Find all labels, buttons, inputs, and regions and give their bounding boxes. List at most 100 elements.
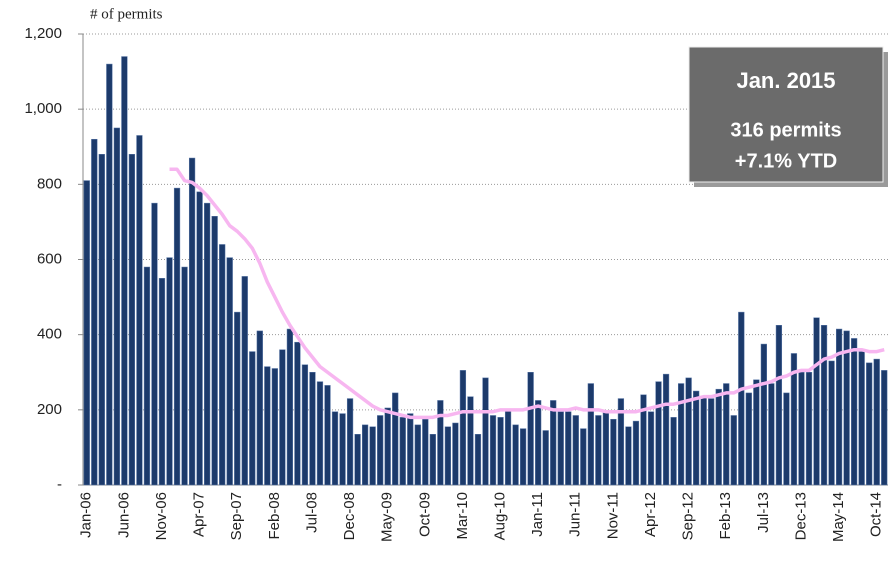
- bar: [279, 349, 286, 486]
- y-tick-label: -: [57, 476, 62, 493]
- bar: [219, 244, 226, 486]
- bar: [775, 325, 783, 486]
- bar: [459, 370, 467, 486]
- bar: [249, 351, 256, 486]
- annotation-line: +7.1% YTD: [735, 150, 837, 172]
- bar: [640, 394, 647, 486]
- x-tick-label: Oct-14: [868, 492, 885, 537]
- bar: [805, 372, 813, 486]
- bar: [557, 411, 564, 486]
- y-tick-label: 800: [37, 175, 62, 192]
- annotation-box: Jan. 2015 316 permits +7.1% YTD: [688, 46, 888, 187]
- bar: [106, 63, 113, 486]
- bar: [647, 411, 655, 486]
- x-tick-label: Nov-06: [153, 492, 170, 540]
- bar: [211, 216, 218, 486]
- bar: [324, 385, 331, 486]
- bar: [437, 400, 444, 486]
- bar: [346, 398, 354, 486]
- bar: [783, 392, 790, 486]
- bar: [738, 311, 745, 486]
- bar: [730, 415, 737, 486]
- x-tick-label: Sep-07: [228, 492, 245, 540]
- bar: [331, 411, 339, 486]
- bar: [384, 407, 391, 486]
- bar: [542, 430, 549, 486]
- y-tick-label: 400: [37, 326, 62, 343]
- y-tick-label: 1,200: [24, 25, 62, 42]
- bar: [489, 415, 497, 486]
- x-tick-label: Jun-06: [115, 492, 132, 538]
- annotation-line: 316 permits: [730, 119, 841, 141]
- bar: [497, 417, 504, 486]
- bar: [610, 418, 617, 486]
- x-tick-label: Sep-12: [680, 492, 697, 540]
- bar: [467, 396, 474, 486]
- bar: [504, 409, 512, 486]
- bar: [234, 311, 241, 486]
- bar: [617, 398, 625, 486]
- bar: [835, 328, 843, 486]
- bar: [271, 368, 278, 486]
- bar: [166, 257, 173, 486]
- bar: [452, 422, 459, 486]
- bar: [301, 364, 309, 486]
- x-tick-label: Apr-12: [642, 492, 659, 537]
- bar: [474, 434, 482, 486]
- bar: [151, 202, 158, 486]
- bar: [813, 317, 820, 486]
- bar: [866, 362, 873, 486]
- bar: [572, 415, 579, 486]
- bar: [745, 392, 752, 486]
- x-tick-label: Jul-13: [755, 492, 772, 533]
- bar: [369, 426, 376, 486]
- bar: [700, 396, 707, 486]
- bar: [339, 413, 346, 486]
- bar: [768, 383, 775, 486]
- bar: [113, 127, 120, 486]
- y-axis-label: # of permits: [90, 6, 163, 22]
- bar: [858, 351, 865, 486]
- bar: [354, 434, 361, 486]
- x-tick-label: Feb-13: [717, 492, 734, 540]
- bar: [482, 377, 489, 486]
- bar: [760, 343, 767, 486]
- bar: [241, 276, 248, 486]
- bar: [407, 413, 414, 486]
- bar: [828, 360, 835, 486]
- bar: [98, 154, 105, 486]
- bar: [655, 381, 662, 486]
- x-tick-label: Jan-11: [529, 492, 546, 537]
- bar: [632, 420, 640, 486]
- bar: [715, 388, 722, 486]
- bar: [188, 157, 196, 486]
- x-tick-label: Aug-10: [492, 492, 509, 540]
- bar: [121, 56, 128, 486]
- bar: [204, 202, 211, 486]
- bar: [550, 400, 557, 486]
- moving-average-line: [169, 167, 885, 420]
- bar: [414, 424, 421, 486]
- bar: [662, 373, 670, 486]
- bar: [595, 415, 602, 486]
- y-tick-label: 200: [37, 401, 62, 418]
- bar: [873, 358, 880, 486]
- bar: [181, 266, 188, 486]
- annotation-title: Jan. 2015: [736, 68, 835, 93]
- bar: [173, 187, 181, 486]
- bar: [196, 191, 203, 486]
- bar: [294, 341, 301, 486]
- bar: [753, 379, 760, 486]
- bar: [143, 266, 151, 486]
- x-tick-label: Mar-10: [454, 492, 471, 540]
- bar: [881, 370, 888, 486]
- bar: [580, 428, 587, 486]
- bar: [399, 417, 406, 486]
- y-tick-label: 1,000: [24, 100, 62, 117]
- bar: [685, 377, 692, 486]
- bar: [851, 338, 858, 486]
- bar: [377, 415, 384, 486]
- x-tick-label: Nov-11: [604, 492, 621, 539]
- bar: [625, 426, 632, 486]
- bar: [790, 353, 798, 486]
